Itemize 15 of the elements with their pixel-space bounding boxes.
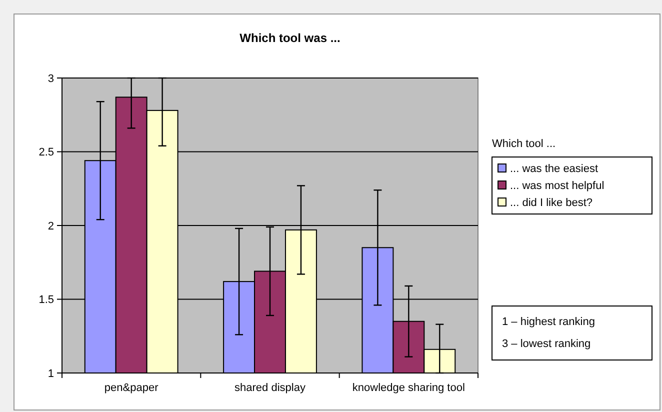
text: 1 – highest ranking (502, 316, 595, 328)
x-tick-label: knowledge sharing tool (352, 382, 465, 394)
legend-title: Which tool ... (492, 138, 556, 150)
y-tick-label: 3 (48, 72, 54, 85)
text: 3 – lowest ranking (502, 338, 591, 350)
y-tick-label: 2.5 (38, 146, 54, 159)
y-tick-label: 2 (48, 220, 54, 232)
x-tick-label: shared display (234, 382, 306, 394)
legend-label: ... did I like best? (510, 197, 593, 209)
x-tick-label: pen&paper (104, 382, 159, 394)
y-tick-label: 1.5 (38, 294, 54, 306)
chart-title: Which tool was ... (240, 31, 340, 45)
y-tick-label: 1 (48, 368, 54, 380)
legend-label: ... was most helpful (510, 180, 604, 192)
legend-label: ... was the easiest (510, 163, 598, 175)
